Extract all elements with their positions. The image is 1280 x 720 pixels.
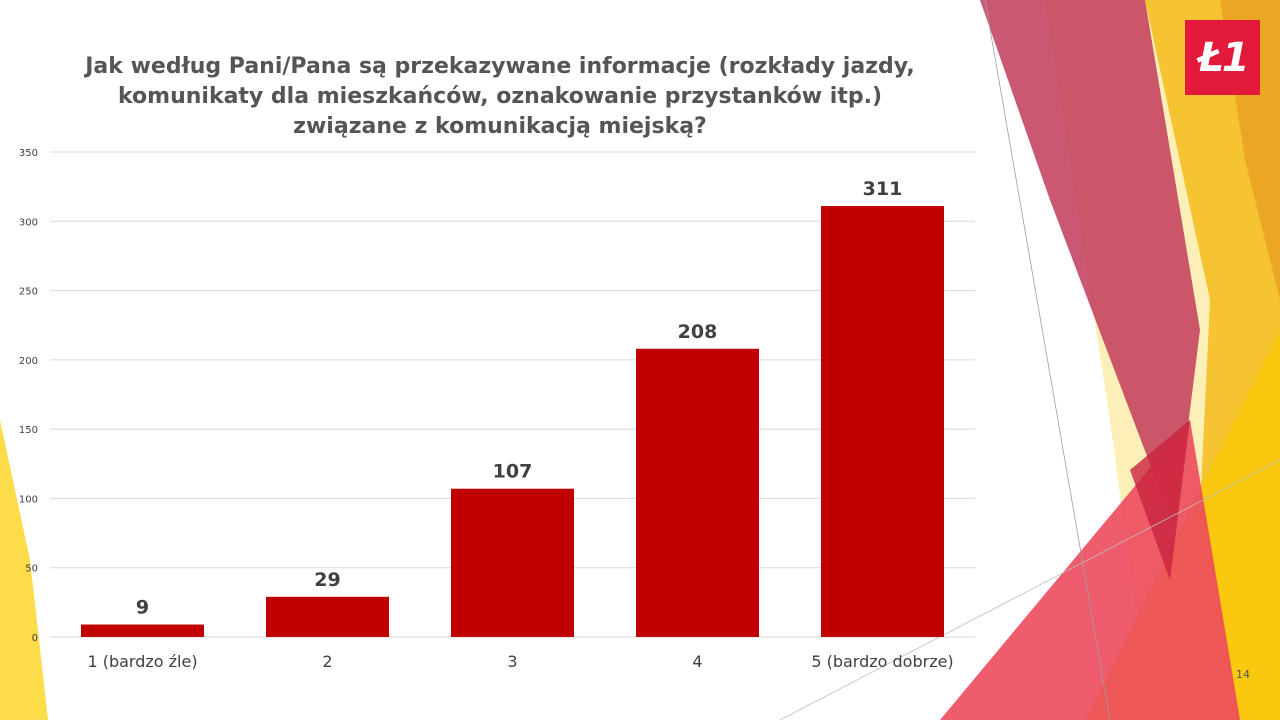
x-tick-label: 4: [692, 652, 702, 671]
brand-logo: Ł1: [1185, 20, 1260, 95]
x-tick-label: 2: [322, 652, 332, 671]
data-label: 107: [493, 461, 533, 483]
data-label: 208: [678, 321, 718, 343]
y-tick-label: 100: [19, 494, 38, 505]
bars: [80, 206, 945, 638]
data-label: 29: [314, 569, 340, 591]
chart-title-line-3: związane z komunikacją miejską?: [293, 114, 707, 139]
y-tick-label: 150: [19, 425, 38, 436]
bar: [80, 624, 205, 637]
bar: [820, 206, 945, 638]
x-axis-tick-labels: 1 (bardzo źle) 2 3 4 5 (bardzo dobrze): [87, 652, 953, 671]
chart-title-line-2: komunikaty dla mieszkańców, oznakowanie …: [118, 84, 882, 109]
data-labels: 9 29 107 208 311: [136, 178, 902, 618]
x-tick-label: 1 (bardzo źle): [87, 652, 197, 671]
data-label: 9: [136, 597, 149, 619]
bar: [450, 488, 575, 637]
y-tick-label: 250: [19, 287, 38, 298]
x-tick-label: 3: [507, 652, 517, 671]
data-label: 311: [863, 178, 903, 200]
chart-title-line-1: Jak według Pani/Pana są przekazywane inf…: [85, 54, 915, 79]
y-tick-label: 0: [32, 633, 38, 644]
y-tick-label: 50: [25, 564, 38, 575]
chart-title: Jak według Pani/Pana są przekazywane inf…: [60, 52, 940, 142]
x-tick-label: 5 (bardzo dobrze): [811, 652, 953, 671]
y-tick-label: 300: [19, 217, 38, 228]
page-number: 14: [1236, 668, 1250, 681]
bar: [635, 348, 760, 637]
y-tick-label: 200: [19, 356, 38, 367]
bar: [265, 596, 390, 637]
y-tick-label: 350: [19, 148, 38, 159]
y-axis-tick-labels: 0 50 100 150 200 250 300 350: [19, 148, 38, 644]
